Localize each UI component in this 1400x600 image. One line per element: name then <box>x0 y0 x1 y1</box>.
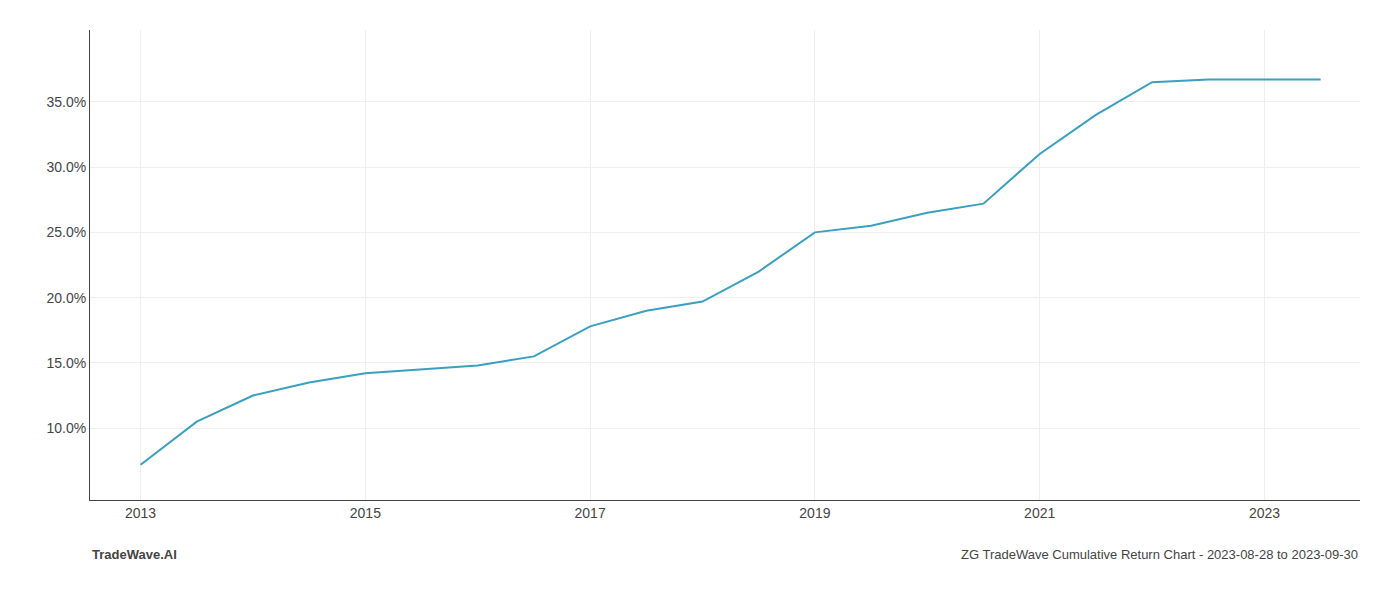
svg-text:15.0%: 15.0% <box>46 355 86 371</box>
svg-text:2015: 2015 <box>350 505 381 521</box>
svg-text:TradeWave.AI: TradeWave.AI <box>92 547 177 562</box>
svg-text:35.0%: 35.0% <box>46 94 86 110</box>
svg-text:2021: 2021 <box>1024 505 1055 521</box>
svg-text:30.0%: 30.0% <box>46 159 86 175</box>
svg-text:2019: 2019 <box>799 505 830 521</box>
svg-text:2017: 2017 <box>575 505 606 521</box>
svg-text:10.0%: 10.0% <box>46 420 86 436</box>
svg-text:2013: 2013 <box>125 505 156 521</box>
svg-text:20.0%: 20.0% <box>46 290 86 306</box>
svg-text:ZG TradeWave Cumulative Return: ZG TradeWave Cumulative Return Chart - 2… <box>961 547 1358 562</box>
svg-text:2023: 2023 <box>1249 505 1280 521</box>
svg-text:25.0%: 25.0% <box>46 224 86 240</box>
